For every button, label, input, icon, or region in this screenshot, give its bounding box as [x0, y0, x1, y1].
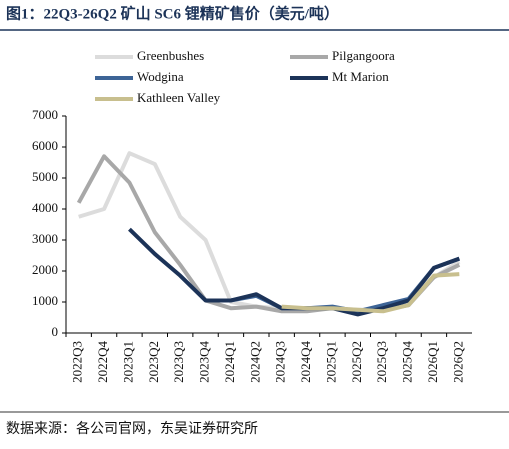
x-tick-label: 2025Q4 [400, 341, 415, 383]
legend-label: Kathleen Valley [137, 90, 221, 105]
legend-label: Pilgangoora [332, 48, 395, 63]
x-tick-label: 2022Q4 [95, 341, 110, 383]
x-tick-label: 2025Q1 [323, 341, 338, 383]
legend-label: Mt Marion [332, 69, 389, 84]
x-tick-label: 2023Q4 [197, 341, 212, 383]
y-tick-label: 2000 [32, 262, 58, 277]
x-tick-label: 2023Q1 [120, 341, 135, 383]
y-tick-label: 7000 [32, 107, 58, 122]
y-tick-label: 6000 [32, 138, 58, 153]
source: 数据来源：各公司官网，东吴证券研究所 [6, 421, 258, 437]
x-tick-label: 2024Q4 [298, 341, 313, 383]
y-tick-label: 1000 [32, 293, 58, 308]
legend-label: Greenbushes [137, 48, 204, 63]
x-tick-label: 2026Q1 [425, 341, 440, 383]
line-series [281, 272, 460, 314]
y-tick-label: 5000 [32, 169, 58, 184]
x-tick-label: 2026Q2 [450, 341, 465, 383]
y-tick-label: 3000 [32, 231, 58, 246]
x-tick-label: 2025Q3 [374, 341, 389, 383]
x-tick-label: 2024Q2 [247, 341, 262, 383]
legend-label: Wodgina [137, 69, 184, 84]
x-tick-label: 2024Q3 [273, 341, 288, 383]
line-series [78, 151, 461, 312]
x-tick-label: 2024Q1 [222, 341, 237, 383]
y-tick-label: 4000 [32, 200, 58, 215]
x-tick-label: 2023Q2 [146, 341, 161, 383]
x-tick-label: 2022Q3 [70, 341, 85, 383]
x-tick-label: 2025Q2 [349, 341, 364, 383]
x-tick-label: 2023Q3 [171, 341, 186, 383]
y-tick-label: 0 [52, 324, 59, 339]
chart-title: 图1：22Q3-26Q2 矿山 SC6 锂精矿售价（美元/吨） [6, 4, 339, 22]
